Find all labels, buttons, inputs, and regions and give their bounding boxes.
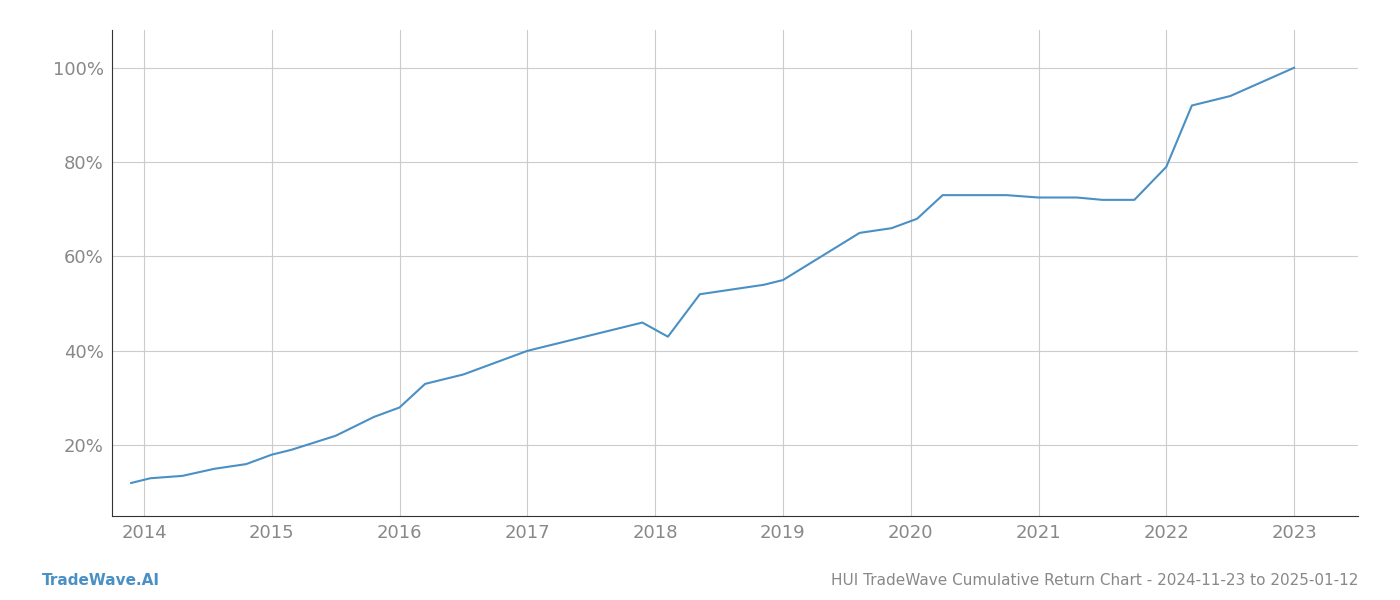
Text: TradeWave.AI: TradeWave.AI: [42, 573, 160, 588]
Text: HUI TradeWave Cumulative Return Chart - 2024-11-23 to 2025-01-12: HUI TradeWave Cumulative Return Chart - …: [830, 573, 1358, 588]
